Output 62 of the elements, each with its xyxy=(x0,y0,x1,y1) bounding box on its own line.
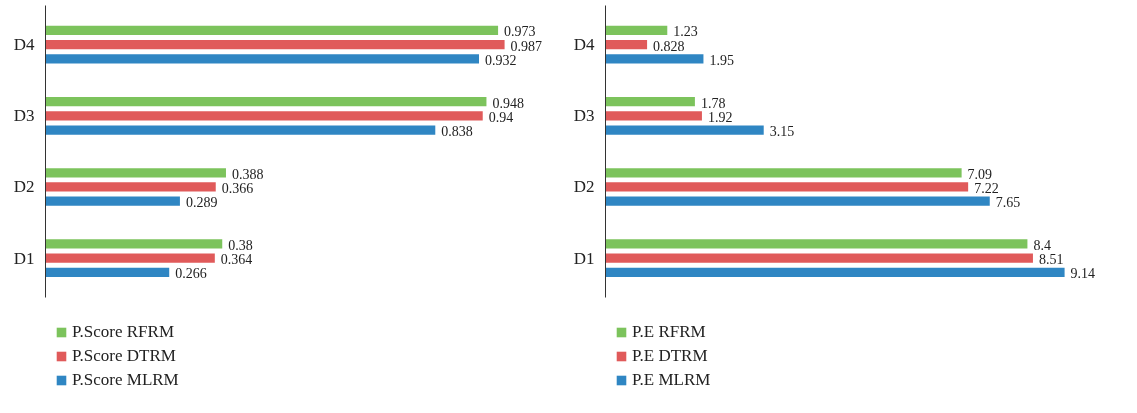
bar xyxy=(45,168,226,178)
bar xyxy=(605,54,704,64)
data-label: 8.51 xyxy=(1038,252,1064,268)
data-label: 3.15 xyxy=(769,124,795,140)
data-label: 0.838 xyxy=(441,124,473,140)
bar xyxy=(45,267,170,278)
bar xyxy=(45,196,180,206)
bar xyxy=(45,40,505,50)
bar xyxy=(605,25,668,36)
data-label: 8.4 xyxy=(1033,237,1051,253)
legend-label: P.Score DTRM xyxy=(72,346,176,366)
bar xyxy=(45,96,487,107)
y-tick-label: D4 xyxy=(573,35,595,55)
y-tick-label: D1 xyxy=(573,248,595,268)
data-label: 7.22 xyxy=(974,180,999,196)
data-label: 0.366 xyxy=(221,180,254,196)
bar xyxy=(45,54,480,64)
y-tick-label: D1 xyxy=(13,248,35,268)
legend-label: P.Score RFRM xyxy=(72,322,175,342)
y-tick-label: D2 xyxy=(13,177,35,197)
data-label: 1.78 xyxy=(700,95,726,111)
y-tick-label: D3 xyxy=(13,106,35,126)
bar xyxy=(45,239,223,249)
bar xyxy=(605,96,695,107)
legend-label: P.E DTRM xyxy=(632,346,708,366)
data-label: 0.38 xyxy=(228,237,253,253)
data-label: 0.266 xyxy=(175,266,207,282)
bar xyxy=(605,168,962,178)
y-tick-label: D2 xyxy=(573,177,595,197)
bar xyxy=(605,182,969,192)
data-label: 1.23 xyxy=(673,24,698,40)
bar xyxy=(45,25,499,36)
bar xyxy=(605,253,1033,263)
legend-label: P.E RFRM xyxy=(632,322,706,342)
bar xyxy=(605,239,1028,249)
data-label: 0.828 xyxy=(653,38,685,54)
data-label: 0.973 xyxy=(504,24,536,40)
data-label: 1.92 xyxy=(707,109,733,125)
bar xyxy=(45,125,436,135)
data-label: 1.95 xyxy=(709,52,734,68)
data-label: 0.388 xyxy=(231,166,264,182)
legend-label: P.E MLRM xyxy=(632,370,711,390)
y-tick-label: D3 xyxy=(573,106,595,126)
data-label: 0.289 xyxy=(185,195,218,211)
data-label: 9.14 xyxy=(1070,266,1096,282)
bar xyxy=(45,111,483,121)
y-tick-label: D4 xyxy=(13,35,35,55)
data-label: 0.987 xyxy=(510,38,543,54)
bar xyxy=(45,253,215,263)
data-label: 7.65 xyxy=(995,195,1021,211)
legend-label: P.Score MLRM xyxy=(72,370,179,390)
data-label: 0.932 xyxy=(485,52,517,68)
bar xyxy=(605,111,702,121)
bar xyxy=(45,182,216,192)
data-label: 7.09 xyxy=(967,166,993,182)
data-label: 0.94 xyxy=(488,109,514,125)
bar xyxy=(605,40,648,50)
bar xyxy=(605,125,764,135)
bar xyxy=(605,267,1065,278)
data-label: 0.948 xyxy=(492,95,524,111)
data-label: 0.364 xyxy=(220,252,253,268)
bar xyxy=(605,196,990,206)
